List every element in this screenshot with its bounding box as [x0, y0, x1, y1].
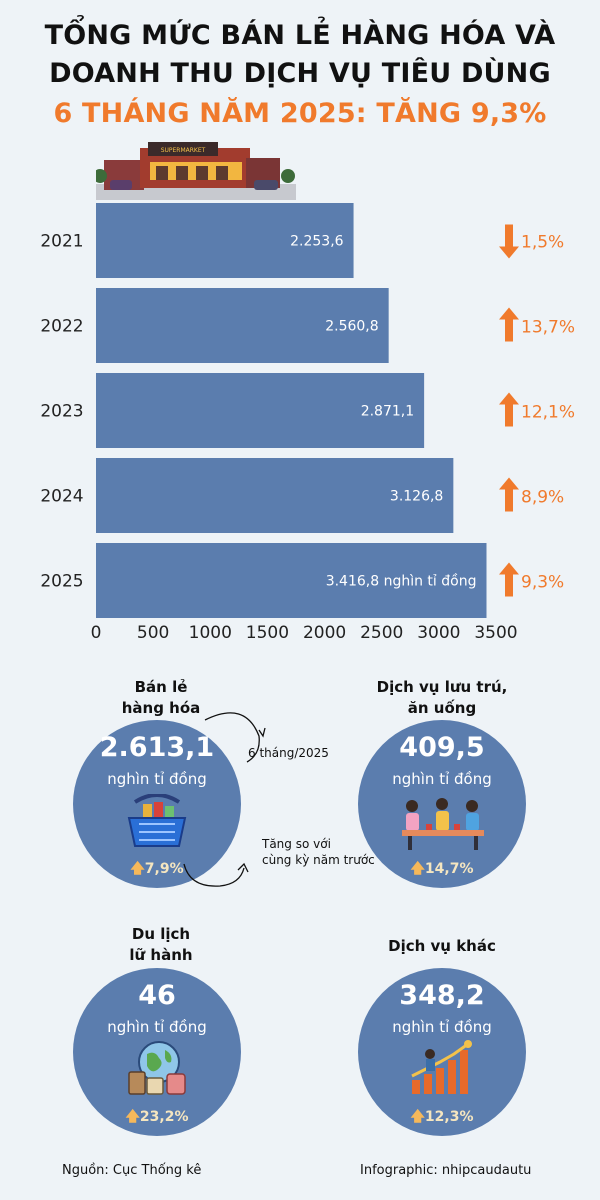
x-axis-ticks: 0 500 1000 1500 2000 2500 3000 3500 — [91, 623, 518, 643]
sector-circle-other: 348,2 nghìn tỉ đồng 🡅12,3% — [358, 968, 526, 1136]
comparison-connector-arrow-icon — [183, 862, 249, 887]
arrow-up-icon — [499, 477, 519, 512]
comparison-note-line-1: Tăng so với — [262, 837, 331, 851]
store-sign: SUPERMARKET — [161, 147, 206, 154]
growth-chart-icon — [411, 1040, 472, 1094]
sector-caption-accommodation: Dịch vụ lưu trú, ăn uống — [342, 677, 542, 719]
sector-value: 46 — [138, 980, 176, 1011]
category-label: 2024 — [40, 487, 83, 507]
value-label: 2.871,1 — [361, 404, 414, 420]
supermarket-illustration: SUPERMARKET — [96, 142, 296, 200]
x-tick-label: 500 — [137, 623, 169, 643]
sector-caption-line: Dịch vụ lưu trú, — [376, 678, 508, 696]
sector-caption-line: Du lịch — [131, 925, 191, 943]
category-labels: 2021 2022 2023 2024 2025 — [40, 232, 83, 592]
sector-unit: nghìn tỉ đồng — [392, 770, 492, 788]
sector-circle-travel: 46 nghìn tỉ đồng 🡅23,2% — [73, 968, 241, 1136]
sector-caption-other: Dịch vụ khác — [342, 936, 542, 957]
bar-2025 — [96, 543, 487, 618]
category-label: 2021 — [40, 232, 83, 252]
sector-value: 2.613,1 — [99, 732, 215, 763]
title-line-2: DOANH THU DỊCH VỤ TIÊU DÙNG — [49, 58, 551, 89]
category-label: 2025 — [40, 572, 83, 592]
value-labels: 2.253,6 2.560,8 2.871,1 3.126,8 3.416,8 nghì… — [290, 234, 476, 590]
x-tick-label: 2000 — [303, 623, 346, 643]
x-tick-label: 3500 — [474, 623, 517, 643]
dining-people-icon — [402, 798, 484, 850]
bar-2023 — [96, 373, 425, 448]
arrow-up-icon: 🡅 — [410, 1109, 425, 1125]
comparison-note-line-2: cùng kỳ năm trước — [262, 853, 375, 867]
sector-value: 348,2 — [399, 980, 485, 1011]
category-label: 2022 — [40, 317, 83, 337]
growth-label: 1,5% — [521, 233, 564, 253]
sector-unit: nghìn tỉ đồng — [392, 1018, 492, 1036]
arrow-up-icon: 🡅 — [130, 861, 145, 877]
title-line-1: TỔNG MỨC BÁN LẺ HÀNG HÓA VÀ — [44, 20, 556, 51]
arrow-up-icon: 🡅 — [410, 861, 425, 877]
sector-growth: 🡅7,9% — [130, 861, 184, 877]
bars-layer — [96, 203, 487, 618]
value-label: 2.253,6 — [290, 234, 344, 250]
travel-globe-luggage-icon — [128, 1041, 186, 1095]
sector-caption-line: lữ hành — [129, 946, 193, 964]
sector-growth: 🡅14,7% — [410, 861, 474, 877]
bar-2022 — [96, 288, 389, 363]
sector-caption-line: Bán lẻ — [134, 678, 188, 696]
category-label: 2023 — [40, 402, 83, 422]
value-label: 3.126,8 — [390, 489, 443, 505]
x-tick-label: 1500 — [246, 623, 289, 643]
arrow-up-icon — [499, 562, 519, 597]
bar-chart: 2021 2022 2023 2024 2025 2.253,6 2.560,8 2.871… — [40, 203, 575, 643]
x-tick-label: 3000 — [417, 623, 460, 643]
growth-label: 12,1% — [521, 403, 575, 423]
x-tick-label: 0 — [91, 623, 102, 643]
period-note: 6 tháng/2025 — [248, 746, 329, 760]
sector-unit: nghìn tỉ đồng — [107, 1018, 207, 1036]
title-highlight: 6 THÁNG NĂM 2025: TĂNG 9,3% — [53, 98, 547, 129]
growth-labels: 1,5% 13,7% 12,1% 8,9% 9,3% — [499, 224, 575, 597]
source-note: Nguồn: Cục Thống kê — [62, 1163, 202, 1178]
value-label: 2.560,8 — [325, 319, 378, 335]
sector-circle-retail: 2.613,1 nghìn tỉ đồng 🡅7,9% — [73, 720, 241, 888]
growth-label: 8,9% — [521, 488, 564, 508]
x-tick-label: 2500 — [360, 623, 403, 643]
sector-growth: 🡅23,2% — [125, 1109, 189, 1125]
sector-value: 409,5 — [399, 732, 485, 763]
sector-caption-retail: Bán lẻ hàng hóa — [61, 677, 261, 719]
bar-2021 — [96, 203, 354, 278]
arrow-down-icon — [499, 224, 519, 259]
arrow-up-icon — [499, 307, 519, 342]
x-tick-label: 1000 — [189, 623, 232, 643]
sector-caption-line: Dịch vụ khác — [388, 937, 496, 955]
comparison-note: Tăng so với cùng kỳ năm trước — [262, 836, 375, 868]
sector-circle-accommodation: 409,5 nghìn tỉ đồng 🡅14,7% — [358, 720, 526, 888]
value-label: 3.416,8 nghìn tỉ đồng — [326, 573, 477, 590]
bar-2024 — [96, 458, 454, 533]
growth-label: 9,3% — [521, 573, 564, 593]
arrow-up-icon: 🡅 — [125, 1109, 140, 1125]
sector-caption-line: hàng hóa — [121, 699, 201, 717]
period-connector-arrow-icon — [204, 712, 266, 763]
sector-growth: 🡅12,3% — [410, 1109, 474, 1125]
sector-unit: nghìn tỉ đồng — [107, 770, 207, 788]
sector-caption-travel: Du lịch lữ hành — [61, 924, 261, 966]
shopping-basket-icon — [127, 794, 187, 847]
credit-note: Infographic: nhipcaudautu — [360, 1163, 532, 1178]
sector-caption-line: ăn uống — [407, 699, 477, 717]
growth-label: 13,7% — [521, 318, 575, 338]
arrow-up-icon — [499, 392, 519, 427]
